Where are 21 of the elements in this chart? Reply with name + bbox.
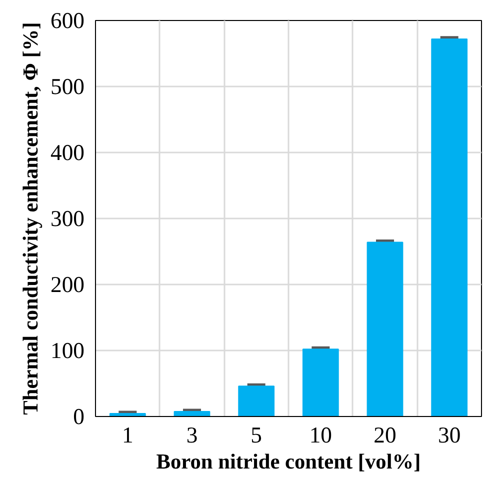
x-tick-label: 3 <box>186 422 198 448</box>
x-axis-title: Boron nitride content [vol%] <box>156 450 421 474</box>
x-tick-label: 30 <box>438 422 461 448</box>
y-tick-label: 0 <box>73 404 84 429</box>
bar <box>366 242 404 416</box>
bar <box>109 413 146 416</box>
x-tick-label: 10 <box>309 422 332 448</box>
bar <box>238 386 275 416</box>
y-tick-label: 600 <box>50 8 84 33</box>
x-tick-label: 1 <box>122 422 134 448</box>
bar <box>174 411 210 416</box>
y-tick-label: 500 <box>50 74 84 99</box>
y-tick-label: 400 <box>50 140 84 165</box>
y-axis-title: Thermal conductivity enhancement, Φ [%] <box>18 22 43 415</box>
y-tick-label: 300 <box>50 206 84 231</box>
y-tick-label: 100 <box>50 338 84 363</box>
y-tick-label: 200 <box>50 272 84 297</box>
bar <box>302 348 339 416</box>
x-tick-label: 20 <box>374 422 396 448</box>
bar <box>431 38 468 416</box>
x-tick-label: 5 <box>250 422 262 448</box>
